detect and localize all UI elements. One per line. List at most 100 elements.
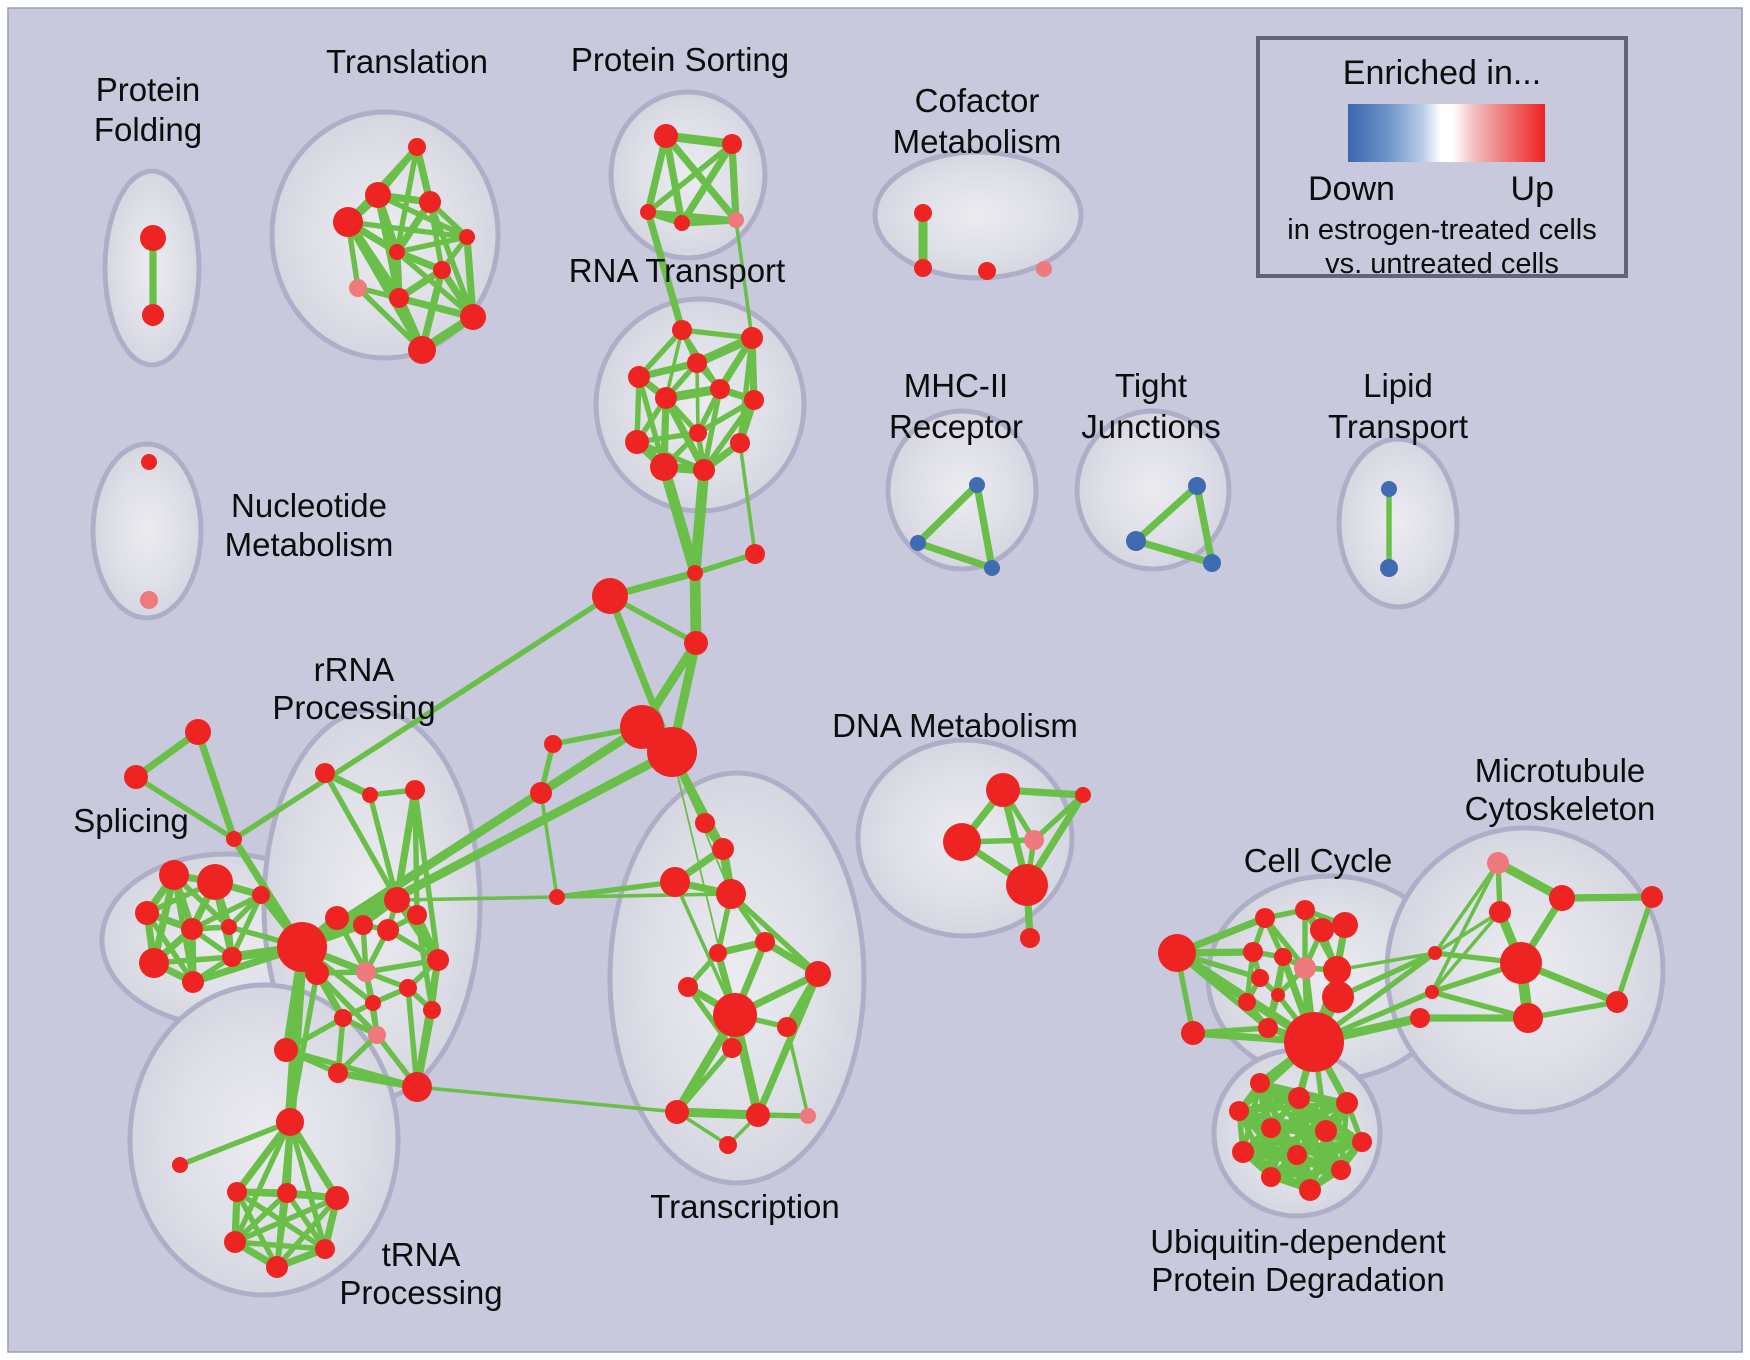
gene-set-node[interactable]	[1295, 900, 1315, 920]
gene-set-node[interactable]	[1181, 1021, 1205, 1045]
gene-set-node[interactable]	[684, 631, 708, 655]
gene-set-node[interactable]	[1229, 1101, 1249, 1121]
gene-set-node[interactable]	[141, 454, 157, 470]
gene-set-node[interactable]	[459, 229, 475, 245]
gene-set-node[interactable]	[728, 212, 744, 228]
gene-set-node[interactable]	[1287, 1145, 1307, 1165]
gene-set-node[interactable]	[427, 949, 449, 971]
gene-set-node[interactable]	[1299, 1179, 1321, 1201]
gene-set-node[interactable]	[1410, 1008, 1430, 1028]
gene-set-node[interactable]	[221, 919, 237, 935]
gene-set-node[interactable]	[1258, 1018, 1278, 1038]
gene-set-node[interactable]	[305, 961, 329, 985]
gene-set-node[interactable]	[135, 901, 159, 925]
gene-set-node[interactable]	[227, 1182, 247, 1202]
gene-set-node[interactable]	[722, 1038, 742, 1058]
gene-set-node[interactable]	[266, 1256, 288, 1278]
gene-set-node[interactable]	[1188, 477, 1206, 495]
gene-set-node[interactable]	[1274, 948, 1292, 966]
gene-set-node[interactable]	[1288, 1087, 1310, 1109]
gene-set-node[interactable]	[408, 138, 426, 156]
gene-set-node[interactable]	[1606, 991, 1628, 1013]
gene-set-node[interactable]	[315, 763, 335, 783]
gene-set-node[interactable]	[276, 1108, 304, 1136]
gene-set-node[interactable]	[710, 379, 730, 399]
gene-set-node[interactable]	[544, 735, 562, 753]
gene-set-node[interactable]	[1294, 957, 1316, 979]
gene-set-node[interactable]	[1020, 928, 1040, 948]
gene-set-node[interactable]	[140, 591, 158, 609]
gene-set-node[interactable]	[1203, 554, 1221, 572]
gene-set-node[interactable]	[678, 977, 698, 997]
gene-set-node[interactable]	[222, 947, 242, 967]
gene-set-node[interactable]	[1352, 1132, 1372, 1152]
gene-set-node[interactable]	[712, 838, 734, 860]
gene-set-node[interactable]	[349, 279, 367, 297]
gene-set-node[interactable]	[402, 1072, 432, 1102]
gene-set-node[interactable]	[1126, 531, 1146, 551]
gene-set-node[interactable]	[407, 905, 427, 925]
gene-set-node[interactable]	[695, 813, 715, 833]
gene-set-node[interactable]	[333, 207, 363, 237]
gene-set-node[interactable]	[1243, 942, 1263, 962]
gene-set-node[interactable]	[408, 336, 436, 364]
gene-set-node[interactable]	[433, 261, 451, 279]
gene-set-node[interactable]	[674, 215, 690, 231]
gene-set-node[interactable]	[124, 765, 148, 789]
gene-set-node[interactable]	[399, 979, 417, 997]
gene-set-node[interactable]	[1261, 1167, 1281, 1187]
gene-set-node[interactable]	[1250, 1073, 1270, 1093]
gene-set-node[interactable]	[530, 782, 552, 804]
gene-set-node[interactable]	[716, 879, 746, 909]
gene-set-node[interactable]	[549, 889, 565, 905]
gene-set-node[interactable]	[1232, 1141, 1254, 1163]
gene-set-node[interactable]	[353, 915, 373, 935]
gene-set-node[interactable]	[325, 906, 349, 930]
gene-set-node[interactable]	[777, 1017, 797, 1037]
gene-set-node[interactable]	[1487, 852, 1509, 874]
gene-set-node[interactable]	[389, 244, 405, 260]
gene-set-node[interactable]	[142, 304, 164, 326]
gene-set-node[interactable]	[654, 124, 678, 148]
gene-set-node[interactable]	[1271, 988, 1285, 1002]
gene-set-node[interactable]	[419, 191, 441, 213]
gene-set-node[interactable]	[687, 353, 707, 373]
gene-set-node[interactable]	[1238, 993, 1256, 1011]
gene-set-node[interactable]	[1310, 918, 1334, 942]
gene-set-node[interactable]	[722, 134, 742, 154]
gene-set-node[interactable]	[1261, 1118, 1281, 1138]
gene-set-node[interactable]	[140, 225, 166, 251]
gene-set-node[interactable]	[274, 1038, 298, 1062]
gene-set-node[interactable]	[405, 780, 425, 800]
gene-set-node[interactable]	[978, 262, 996, 280]
gene-set-node[interactable]	[1284, 1012, 1344, 1072]
gene-set-node[interactable]	[628, 366, 650, 388]
gene-set-node[interactable]	[914, 204, 932, 222]
gene-set-node[interactable]	[910, 535, 926, 551]
gene-set-node[interactable]	[640, 204, 656, 220]
gene-set-node[interactable]	[185, 719, 211, 745]
gene-set-node[interactable]	[1500, 942, 1542, 984]
gene-set-node[interactable]	[745, 544, 765, 564]
gene-set-node[interactable]	[1024, 830, 1044, 850]
gene-set-node[interactable]	[1315, 1120, 1337, 1142]
gene-set-node[interactable]	[592, 578, 628, 614]
gene-set-node[interactable]	[805, 961, 831, 987]
gene-set-node[interactable]	[1251, 969, 1269, 987]
gene-set-node[interactable]	[139, 948, 169, 978]
gene-set-node[interactable]	[362, 787, 378, 803]
gene-set-node[interactable]	[1036, 261, 1052, 277]
gene-set-node[interactable]	[460, 304, 486, 330]
gene-set-node[interactable]	[741, 327, 763, 349]
gene-set-node[interactable]	[1380, 559, 1398, 577]
gene-set-node[interactable]	[277, 922, 327, 972]
gene-set-node[interactable]	[625, 430, 649, 454]
gene-set-node[interactable]	[969, 477, 985, 493]
gene-set-node[interactable]	[689, 424, 707, 442]
gene-set-node[interactable]	[1381, 481, 1397, 497]
gene-set-node[interactable]	[665, 1100, 689, 1124]
gene-set-node[interactable]	[1158, 934, 1196, 972]
gene-set-node[interactable]	[423, 1001, 441, 1019]
gene-set-node[interactable]	[1489, 901, 1511, 923]
gene-set-node[interactable]	[365, 995, 381, 1011]
